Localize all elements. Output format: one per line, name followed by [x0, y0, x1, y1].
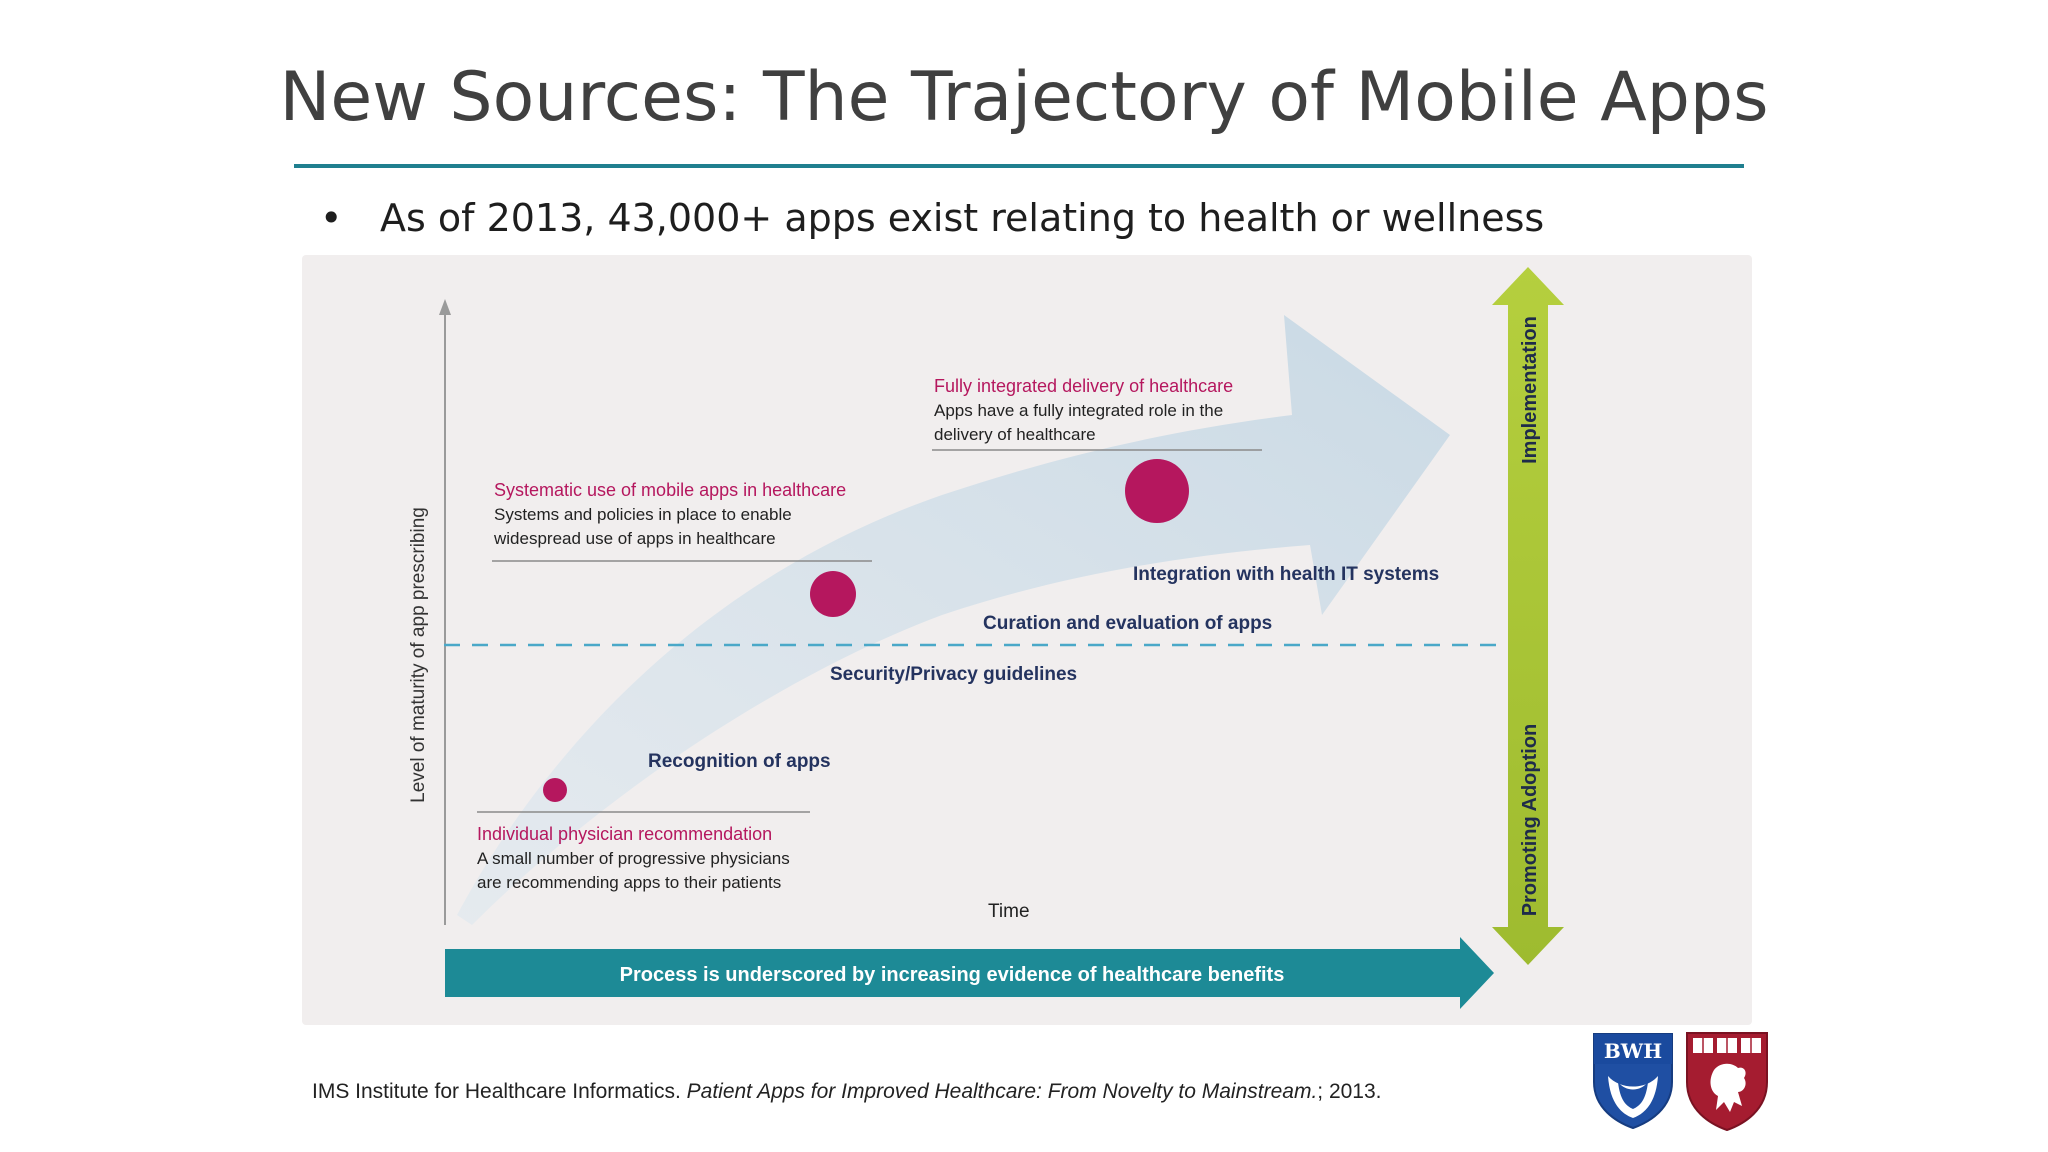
y-axis-label: Level of maturity of app prescribing [408, 507, 429, 803]
bullet-icon: • [320, 196, 343, 240]
stage-3-line-1: Apps have a fully integrated role in the [934, 401, 1223, 420]
x-axis-label: Time [988, 901, 1030, 922]
phase-double-arrow [1492, 267, 1564, 965]
diagram-canvas: Level of maturity of app prescribing Ind… [408, 267, 1564, 1009]
milestone-curation: Curation and evaluation of apps [983, 613, 1272, 634]
bullet-item: • As of 2013, 43,000+ apps exist relating… [320, 196, 1544, 240]
stage-3-dot [1125, 459, 1189, 523]
stage-2-line-1: Systems and policies in place to enable [494, 505, 792, 524]
evidence-arrow [445, 937, 1494, 1009]
milestone-recognition: Recognition of apps [648, 751, 831, 772]
citation-title: Patient Apps for Improved Healthcare: Fr… [686, 1080, 1318, 1103]
stage-1-title: Individual physician recommendation [477, 824, 772, 844]
title-divider [294, 164, 1744, 168]
y-axis-arrowhead [439, 299, 451, 315]
bwh-logo: BWH [1593, 1033, 1673, 1130]
milestone-integration: Integration with health IT systems [1133, 564, 1439, 585]
stage-2-title: Systematic use of mobile apps in healthc… [494, 480, 846, 500]
stage-2-line-2: widespread use of apps in healthcare [493, 529, 776, 548]
citation-suffix: ; 2013. [1317, 1080, 1382, 1103]
implementation-label: Implementation [1519, 316, 1541, 464]
lion-icon [1710, 1063, 1746, 1112]
citation-prefix: IMS Institute for Healthcare Informatics… [312, 1080, 687, 1103]
stage-1-line-2: are recommending apps to their patients [477, 873, 781, 892]
stage-1-dot [543, 778, 567, 802]
citation: IMS Institute for Healthcare Informatics… [312, 1080, 1382, 1104]
harvard-shield-logo [1686, 1032, 1768, 1132]
bwh-logo-text: BWH [1604, 1039, 1662, 1063]
stage-1-line-1: A small number of progressive physicians [477, 849, 790, 868]
promoting-adoption-label: Promoting Adoption [1519, 724, 1541, 917]
trajectory-diagram: Level of maturity of app prescribing Ind… [302, 255, 1752, 1025]
trajectory-arrow [457, 315, 1450, 925]
evidence-arrow-text: Process is underscored by increasing evi… [620, 964, 1285, 986]
stage-2-dot [810, 571, 856, 617]
milestone-security: Security/Privacy guidelines [830, 664, 1077, 685]
stage-3-line-2: delivery of healthcare [934, 425, 1096, 444]
slide-title: New Sources: The Trajectory of Mobile Ap… [279, 58, 1769, 137]
bullet-text: As of 2013, 43,000+ apps exist relating … [380, 196, 1545, 240]
stage-3-title: Fully integrated delivery of healthcare [934, 376, 1233, 396]
